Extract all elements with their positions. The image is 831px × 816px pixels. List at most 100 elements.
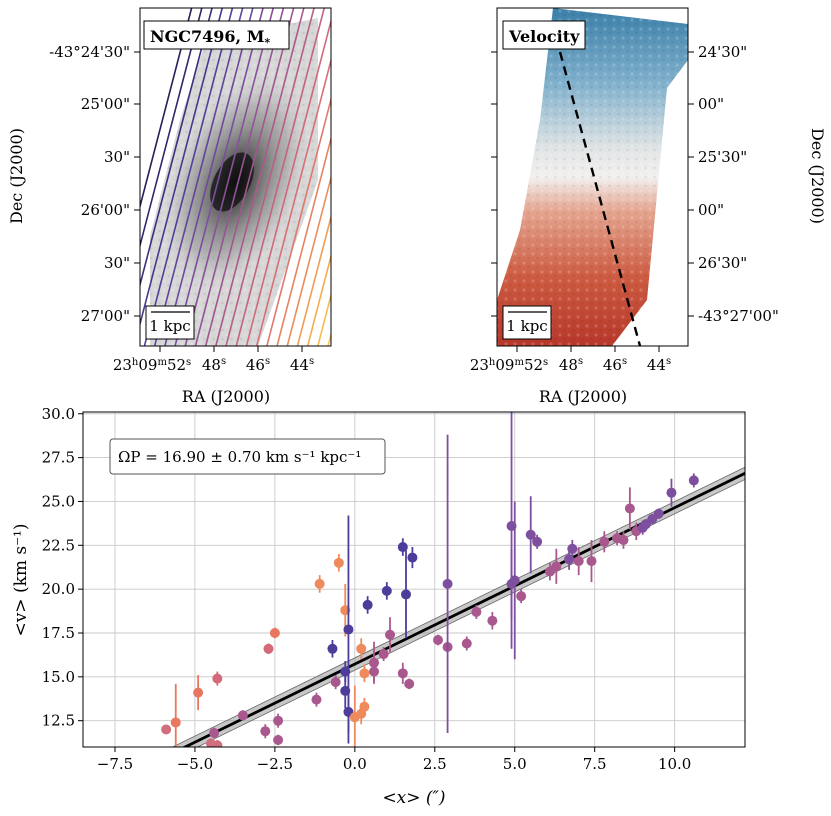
slit-line — [225, 8, 315, 346]
y-tick-label: 27'00" — [81, 307, 130, 325]
y-tick-label: 26'30" — [698, 254, 747, 272]
slit-line — [266, 96, 331, 346]
x-tick-label: 23h09m52s — [113, 356, 191, 374]
left-ylabel: Dec (J2000) — [7, 128, 26, 224]
y-tick-label: 24'30" — [698, 43, 747, 61]
x-tick-label: −5.0 — [177, 755, 213, 773]
data-marker — [432, 635, 443, 646]
data-point — [618, 531, 629, 549]
slit-line — [143, 8, 234, 346]
data-marker — [509, 575, 520, 586]
data-marker — [666, 487, 677, 498]
y-tick-label: 22.5 — [42, 536, 75, 554]
x-tick-label: 48s — [559, 356, 583, 374]
data-marker — [404, 678, 415, 689]
data-point — [170, 683, 181, 747]
slit-line — [255, 57, 331, 346]
data-marker — [193, 687, 204, 698]
data-point — [586, 540, 597, 583]
y-tick-label: 25'00" — [81, 95, 130, 113]
data-point — [273, 713, 284, 728]
data-marker — [397, 542, 408, 553]
slit-line — [174, 8, 264, 346]
data-point — [359, 664, 370, 683]
right-xlabel: RA (J2000) — [539, 387, 627, 406]
x-tick-label: 48s — [202, 356, 226, 374]
data-marker — [471, 606, 482, 617]
x-tick-label: 44s — [647, 356, 671, 374]
slit-line — [194, 8, 285, 346]
y-tick-label: 25.0 — [42, 492, 75, 510]
data-marker — [688, 475, 699, 486]
x-tick-label: 5.0 — [503, 755, 527, 773]
data-point — [551, 548, 562, 584]
data-marker — [381, 585, 392, 596]
data-point — [161, 724, 172, 735]
right-panel-axes: 24'30" 00" 25'30" 00" 26'30" -43°27'00" 23h09m… — [470, 43, 779, 374]
y-tick-label: 30" — [104, 148, 130, 166]
data-marker — [618, 535, 629, 546]
data-point — [525, 496, 536, 574]
right-ylabel: Dec (J2000) — [808, 128, 827, 224]
right-scalebar: 1 kpc — [502, 305, 552, 340]
x-tick-label: 7.5 — [583, 755, 607, 773]
data-point — [397, 538, 408, 556]
data-point — [359, 697, 370, 716]
data-point — [407, 547, 418, 569]
data-point — [516, 589, 527, 604]
data-point — [442, 434, 453, 733]
annotation-text: ΩP = 16.90 ± 0.70 km s⁻¹ kpc⁻¹ — [118, 448, 361, 466]
y-tick-label: 15.0 — [42, 668, 75, 686]
data-points — [161, 412, 699, 747]
y-tick-label: 27.5 — [42, 449, 75, 467]
x-tick-label: 10.0 — [658, 755, 691, 773]
data-point — [193, 675, 204, 711]
slit-line — [355, 0, 450, 360]
y-tick-label: 30.0 — [42, 405, 75, 423]
data-marker — [442, 578, 453, 589]
right-panel-label: Velocity — [508, 27, 580, 46]
data-point — [487, 611, 498, 630]
left-panel: NGC7496, M* 1 kpc -43°24'30" 25'00" 30" 26'… — [7, 0, 450, 406]
fit-uncertainty-band — [171, 466, 745, 747]
svg-text:NGC7496, M*: NGC7496, M* — [150, 27, 270, 49]
data-marker — [573, 556, 584, 567]
data-point — [397, 662, 408, 684]
data-point — [330, 675, 341, 690]
data-point — [381, 582, 392, 600]
y-tick-label: 00" — [698, 201, 724, 219]
data-marker — [209, 727, 220, 738]
data-marker — [333, 557, 344, 568]
y-tick-label: 00" — [698, 95, 724, 113]
y-tick-label: -43°27'00" — [698, 307, 779, 325]
left-panel-label: NGC7496, M — [150, 27, 264, 46]
data-point — [212, 739, 223, 747]
data-marker — [212, 673, 223, 684]
chart-axes: −7.5 −5.0 −2.5 0.0 2.5 5.0 7.5 10.0 12.5 15.0 17.5… — [42, 405, 692, 773]
slit-line — [245, 17, 331, 346]
data-point — [263, 643, 274, 655]
y-tick-label: 12.5 — [42, 712, 75, 730]
pseudo-slit-lines — [140, 0, 450, 360]
chart-ylabel: <v> (km s⁻¹) — [11, 523, 31, 636]
right-scalebar-label: 1 kpc — [506, 317, 547, 335]
data-marker — [359, 701, 370, 712]
data-marker — [487, 615, 498, 626]
slit-line — [327, 331, 331, 346]
data-marker — [401, 589, 412, 600]
y-tick-label: 25'30" — [698, 148, 747, 166]
data-point — [269, 627, 280, 639]
data-marker — [263, 643, 274, 654]
x-tick-label: −7.5 — [97, 755, 133, 773]
data-marker — [237, 710, 248, 721]
data-marker — [273, 715, 284, 726]
slit-line — [306, 253, 331, 346]
data-point — [461, 636, 472, 651]
galaxy-stellar-mass-map — [150, 18, 318, 346]
data-marker — [532, 536, 543, 547]
data-marker — [516, 591, 527, 602]
data-marker — [330, 677, 341, 688]
data-point — [273, 734, 284, 746]
slit-line — [140, 8, 224, 328]
